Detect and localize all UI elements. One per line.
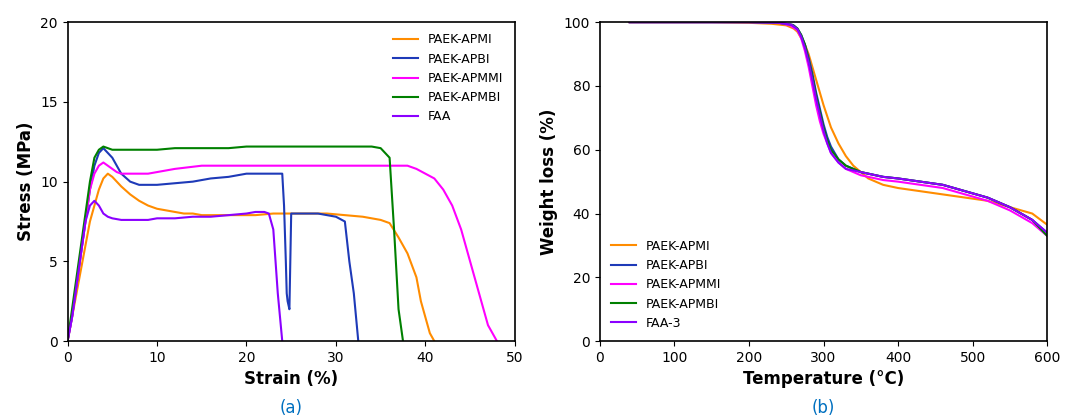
X-axis label: Strain (%): Strain (%)	[244, 370, 338, 389]
Text: (a): (a)	[280, 399, 303, 416]
Y-axis label: Stress (MPa): Stress (MPa)	[16, 122, 34, 241]
Legend: PAEK-APMI, PAEK-APBI, PAEK-APMMI, PAEK-APMBI, FAA: PAEK-APMI, PAEK-APBI, PAEK-APMMI, PAEK-A…	[388, 28, 508, 129]
Text: (b): (b)	[812, 399, 835, 416]
X-axis label: Temperature (°C): Temperature (°C)	[743, 370, 905, 389]
Y-axis label: Weight loss (%): Weight loss (%)	[541, 109, 558, 255]
Legend: PAEK-APMI, PAEK-APBI, PAEK-APMMI, PAEK-APMBI, FAA-3: PAEK-APMI, PAEK-APBI, PAEK-APMMI, PAEK-A…	[606, 235, 727, 335]
